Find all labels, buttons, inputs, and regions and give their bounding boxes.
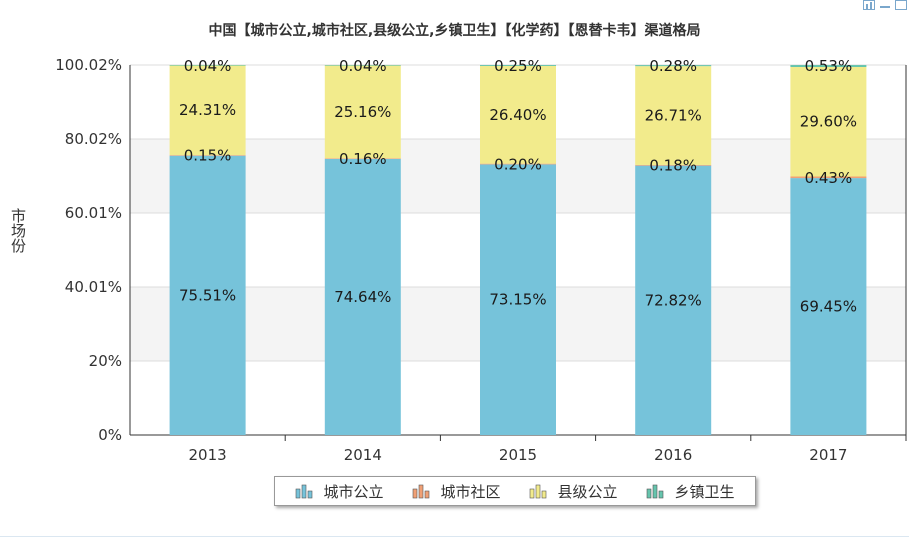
restore-icon[interactable] [895, 0, 907, 10]
data-label: 0.04% [184, 57, 232, 75]
data-label: 0.15% [184, 147, 232, 165]
legend: 城市公立 城市社区 县级公立 乡镇卫生 [274, 476, 756, 506]
chart-title: 中国【城市公立,城市社区,县级公立,乡镇卫生】【化学药】【恩替卡韦】渠道格局 [208, 23, 701, 39]
bar-chart-legend-icon [647, 484, 664, 499]
bar-segment[interactable] [324, 158, 401, 436]
bar-segment[interactable] [635, 66, 712, 165]
legend-item[interactable]: 乡镇卫生 [646, 481, 735, 502]
y-tick-label: 20% [89, 352, 122, 370]
y-tick-label: 80.02% [65, 130, 122, 148]
data-label: 0.28% [649, 57, 697, 75]
bar-segment[interactable] [635, 65, 712, 67]
legend-label: 城市社区 [440, 482, 501, 501]
data-label: 26.71% [645, 107, 702, 125]
bar-segment[interactable] [635, 165, 712, 435]
bar-segment[interactable] [790, 65, 867, 67]
bar-segment[interactable] [324, 65, 401, 159]
bar-segment[interactable] [480, 164, 556, 436]
data-label: 72.82% [645, 291, 702, 309]
y-axis-label: 市场份 [9, 208, 27, 253]
data-label: 29.60% [800, 113, 857, 131]
x-tick-label: 2015 [499, 446, 537, 464]
data-label: 74.64% [334, 288, 391, 306]
bar-segment[interactable] [324, 158, 401, 159]
legend-item[interactable]: 城市社区 [412, 481, 501, 502]
data-label: 24.31% [179, 101, 236, 119]
data-label: 0.53% [805, 57, 853, 75]
bar-segment[interactable] [480, 163, 556, 165]
chart-toolbar [863, 0, 907, 12]
y-tick-label: 40.01% [65, 278, 122, 296]
legend-label: 城市公立 [323, 482, 384, 501]
bar-segment[interactable] [480, 65, 556, 164]
minimize-icon[interactable] [879, 0, 891, 10]
data-label: 75.51% [179, 286, 236, 304]
bottom-divider [0, 536, 909, 537]
bar-segment[interactable] [324, 65, 401, 66]
data-label: 0.43% [805, 169, 853, 187]
chart-type-icon[interactable] [863, 0, 875, 10]
data-label: 0.25% [494, 57, 542, 75]
y-tick-label: 0% [98, 426, 122, 444]
y-tick-label: 100.02% [55, 56, 122, 74]
x-tick-label: 2014 [344, 446, 382, 464]
bar-chart-legend-icon [413, 484, 430, 499]
x-tick-label: 2016 [654, 446, 692, 464]
x-tick-label: 2017 [809, 446, 847, 464]
legend-item[interactable]: 城市公立 [295, 481, 384, 502]
data-label: 73.15% [489, 291, 546, 309]
bar-segment[interactable] [169, 65, 246, 66]
data-label: 25.16% [334, 103, 391, 121]
data-label: 0.04% [339, 57, 387, 75]
legend-item[interactable]: 县级公立 [529, 481, 618, 502]
data-label: 0.18% [649, 157, 697, 175]
data-label: 69.45% [800, 298, 857, 316]
bar-segment[interactable] [169, 65, 246, 156]
legend-label: 乡镇卫生 [674, 482, 735, 501]
data-label: 0.20% [494, 155, 542, 173]
bar-segment[interactable] [480, 65, 556, 66]
bar-segment[interactable] [790, 176, 867, 179]
data-label: 0.16% [339, 150, 387, 168]
x-tick-label: 2013 [189, 446, 227, 464]
bar-segment[interactable] [169, 155, 246, 156]
bar-segment[interactable] [790, 66, 867, 177]
bar-segment[interactable] [635, 164, 712, 166]
bar-chart-legend-icon [296, 484, 313, 499]
data-label: 26.40% [489, 106, 546, 124]
bar-segment[interactable] [790, 178, 867, 436]
y-tick-label: 60.01% [65, 204, 122, 222]
bar-chart-legend-icon [530, 484, 547, 499]
legend-label: 县级公立 [557, 482, 618, 501]
bar-segment[interactable] [169, 155, 246, 435]
